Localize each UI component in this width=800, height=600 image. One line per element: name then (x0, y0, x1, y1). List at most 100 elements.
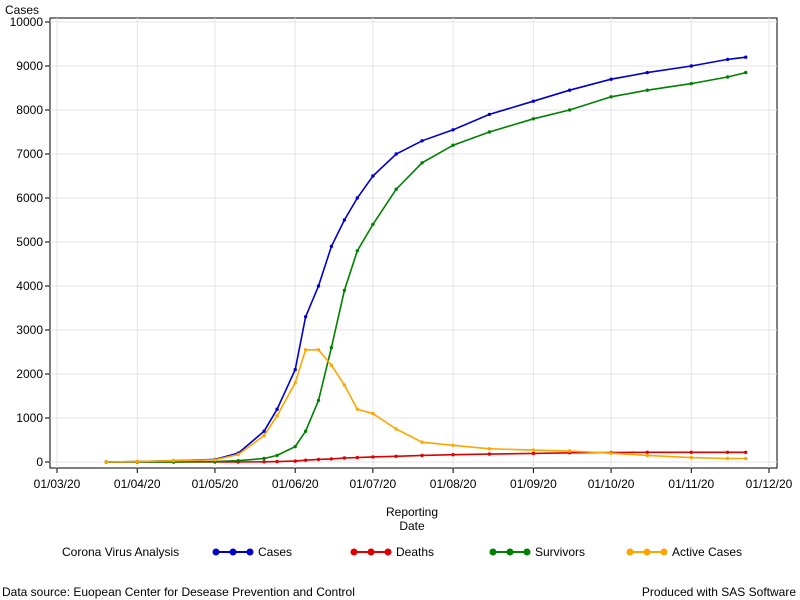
deaths-point (329, 457, 334, 461)
y-tick-label: 1000 (16, 411, 43, 425)
active-cases-point (236, 452, 240, 457)
survivors-legend-marker (506, 548, 514, 556)
cases-point (645, 70, 649, 75)
survivors-point (236, 459, 240, 463)
survivors-point (451, 143, 455, 147)
cases-point (420, 139, 424, 143)
deaths-point (275, 459, 279, 464)
active-cases-point (303, 348, 308, 352)
x-tick-label: 01/07/20 (350, 477, 397, 491)
active-cases-point (316, 348, 321, 352)
active-cases-point (531, 448, 536, 452)
active-cases-legend-marker (626, 548, 634, 556)
y-tick-label: 2000 (16, 367, 43, 381)
deaths-point (355, 455, 359, 460)
x-tick-label: 01/05/20 (192, 477, 239, 491)
x-axis-title-line1: Reporting (386, 505, 438, 519)
deaths-point (725, 450, 730, 454)
x-tick-label: 01/03/20 (34, 477, 81, 491)
deaths-point (371, 455, 375, 459)
active-cases-point (262, 433, 266, 438)
survivors-point (645, 88, 649, 92)
x-tick-label: 01/10/20 (588, 477, 635, 491)
cases-point (275, 407, 279, 411)
active-cases-point (171, 459, 176, 463)
cases-point (609, 77, 613, 81)
y-tick-label: 10000 (10, 15, 44, 29)
cases-point (487, 112, 492, 117)
active-cases-point (355, 407, 359, 411)
active-cases-point (342, 383, 347, 387)
x-tick-label: 01/11/20 (668, 477, 714, 491)
active-cases-point (451, 443, 455, 447)
deaths-point (420, 453, 424, 458)
active-cases-point (135, 459, 139, 464)
deaths-point (744, 450, 748, 454)
cases-point (293, 367, 297, 372)
survivors-legend-label: Survivors (535, 545, 585, 559)
deaths-legend-marker (350, 548, 358, 556)
deaths-point (262, 460, 266, 464)
active-cases-point (275, 414, 279, 418)
survivors-point (262, 456, 266, 461)
survivors-point (567, 108, 572, 112)
deaths-point (293, 459, 297, 463)
x-tick-label: 01/12/20 (746, 477, 793, 491)
survivors-legend-marker (523, 548, 531, 556)
survivors-point (293, 444, 297, 449)
active-cases-legend-label: Active Cases (672, 545, 742, 559)
plot-frame (49, 17, 778, 469)
gridlines (50, 18, 777, 468)
cases-point (744, 55, 748, 59)
x-axis-ticks: 01/03/20 01/04/20 01/05/20 01/06/20 01/07/20… (34, 468, 793, 491)
active-cases-point (567, 449, 572, 453)
active-cases-point (104, 460, 108, 464)
x-axis-title-line2: Date (399, 519, 425, 533)
footnote-produced: Produced with SAS Software (642, 585, 796, 599)
cases-point (394, 152, 398, 156)
legend: Corona Virus Analysis Cases Deaths Survivo… (62, 545, 742, 559)
survivors-point (303, 429, 308, 433)
cases-point (689, 64, 693, 68)
y-tick-label: 3000 (16, 323, 43, 337)
survivors-point (316, 398, 321, 403)
active-cases-point (487, 447, 492, 451)
survivors-point (342, 288, 347, 293)
cases-point (371, 174, 375, 178)
active-cases-point (645, 453, 649, 458)
active-cases-point (689, 455, 693, 460)
cases-legend-marker (229, 548, 237, 556)
cases-point (329, 244, 334, 249)
cases-point (531, 99, 536, 103)
cases-legend-marker (246, 548, 254, 556)
survivors-point (531, 117, 536, 121)
deaths-point (303, 458, 308, 462)
survivors-legend-marker (489, 548, 497, 556)
deaths-point (451, 453, 455, 457)
x-tick-label: 01/09/20 (510, 477, 557, 491)
deaths-legend-marker (384, 548, 392, 556)
cases-point (725, 57, 730, 62)
deaths-point (316, 457, 321, 462)
active-cases-point (420, 440, 424, 444)
survivors-point (355, 249, 359, 253)
active-cases-point (609, 451, 613, 455)
active-cases-point (329, 363, 334, 367)
x-tick-label: 01/06/20 (272, 477, 319, 491)
active-cases-legend-marker (643, 548, 651, 556)
y-tick-label: 6000 (16, 191, 43, 205)
survivors-point (609, 95, 613, 99)
series-lines (104, 55, 748, 464)
y-tick-label: 8000 (16, 103, 43, 117)
survivors-point (275, 453, 279, 458)
active-cases-legend-marker (660, 548, 668, 556)
deaths-point (689, 450, 693, 454)
footnote-source: Data source: Euopean Center for Desease … (2, 585, 355, 599)
cases-point (262, 429, 266, 433)
cases-point (451, 128, 455, 132)
survivors-point (689, 81, 693, 86)
survivors-point (329, 345, 334, 350)
active-cases-point (293, 381, 297, 385)
active-cases-point (744, 456, 748, 461)
x-tick-label: 01/08/20 (430, 477, 477, 491)
